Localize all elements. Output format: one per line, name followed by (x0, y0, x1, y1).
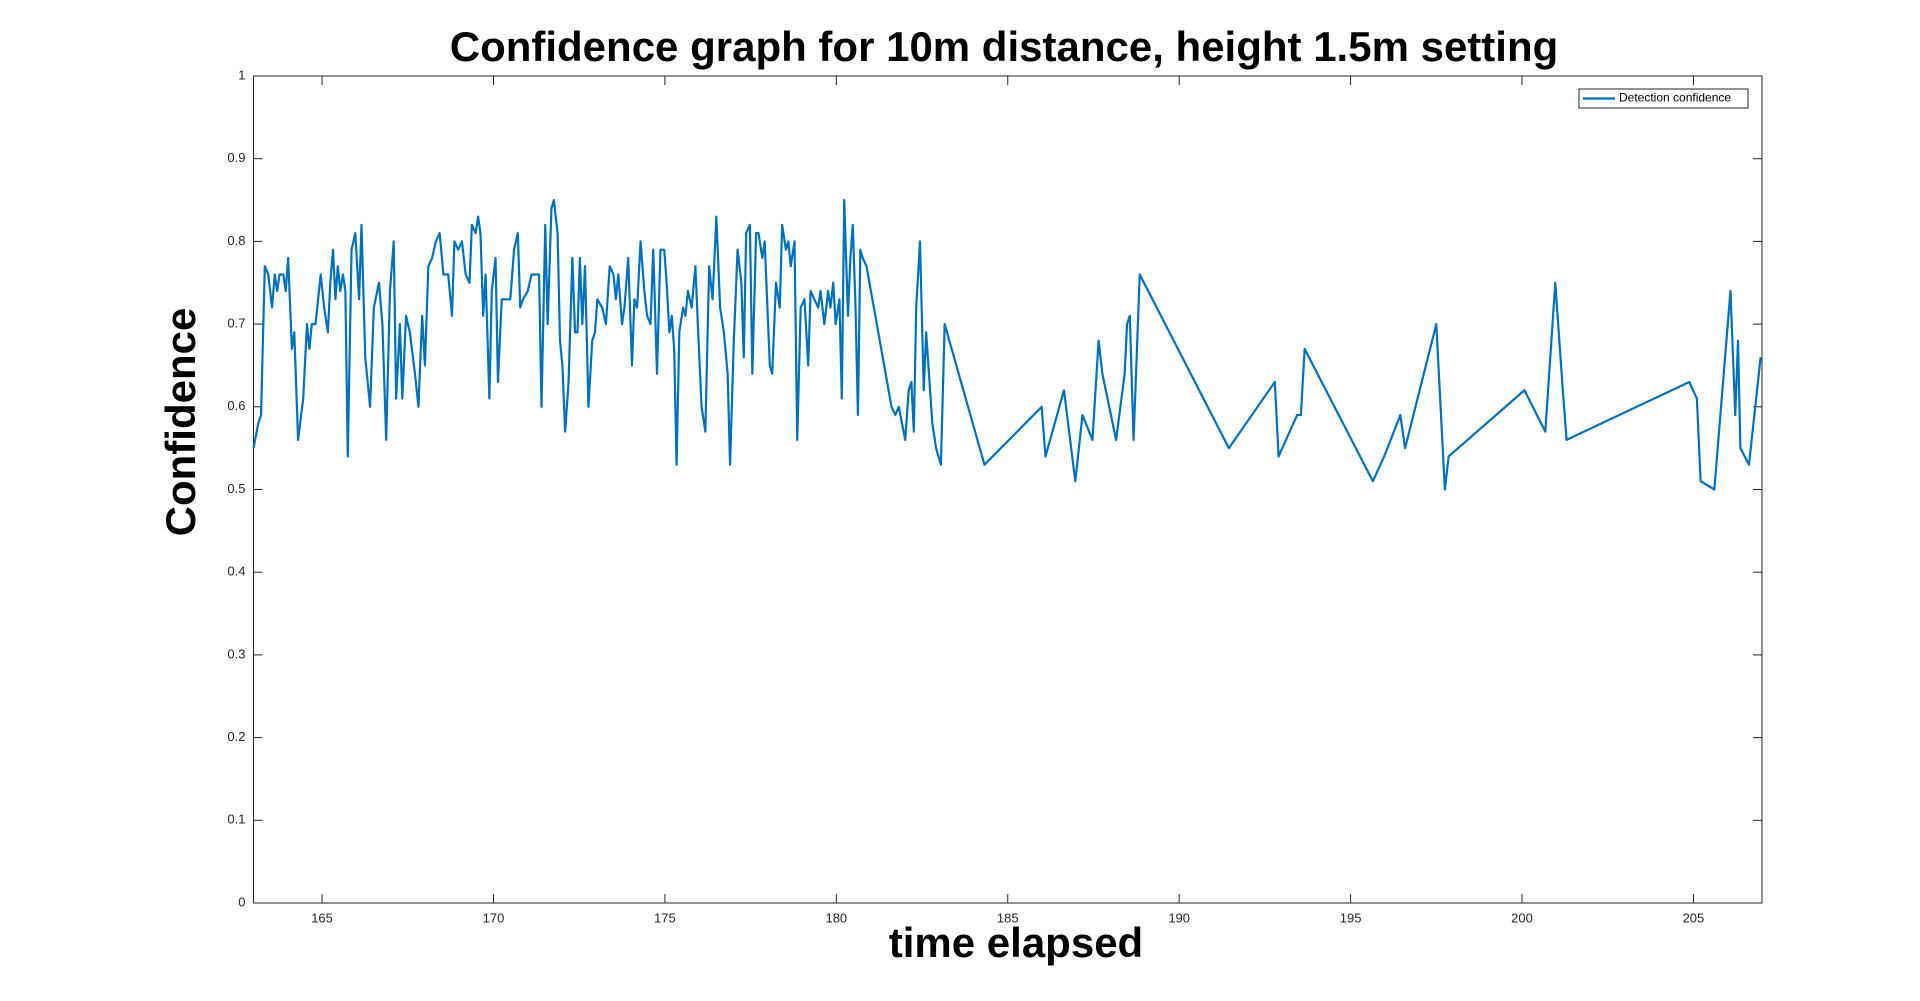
y-tick-label: 0.6 (227, 398, 245, 413)
y-tick-label: 1 (238, 67, 245, 82)
data-line (252, 198, 1762, 491)
axes-box (253, 75, 1763, 904)
x-tick-label: 170 (483, 910, 505, 925)
x-tick-label: 205 (1683, 910, 1705, 925)
x-tick-label: 195 (1340, 910, 1362, 925)
y-tick-label: 0.1 (227, 812, 245, 827)
x-tick-label: 175 (654, 910, 676, 925)
y-tick-label: 0.8 (227, 233, 245, 248)
x-tick-label: 165 (311, 910, 333, 925)
y-tick-label: 0.3 (227, 646, 245, 661)
x-tick-label: 185 (997, 910, 1019, 925)
x-axis-label: time elapsed (889, 919, 1143, 966)
x-tick-label: 190 (1168, 910, 1190, 925)
y-tick-label: 0.4 (227, 564, 245, 579)
x-tick-label: 200 (1511, 910, 1533, 925)
y-axis-label: Confidence (157, 308, 204, 537)
y-tick-label: 0.5 (227, 481, 245, 496)
y-tick-label: 0.9 (227, 150, 245, 165)
legend-box (1578, 88, 1749, 109)
x-tick-label: 180 (825, 910, 847, 925)
y-tick-label: 0 (238, 894, 245, 909)
legend-label: Detection confidence (1619, 91, 1731, 105)
y-tick-label: 0.7 (227, 316, 245, 331)
y-tick-label: 0.2 (227, 729, 245, 744)
chart-title: Confidence graph for 10m distance, heigh… (450, 23, 1559, 70)
